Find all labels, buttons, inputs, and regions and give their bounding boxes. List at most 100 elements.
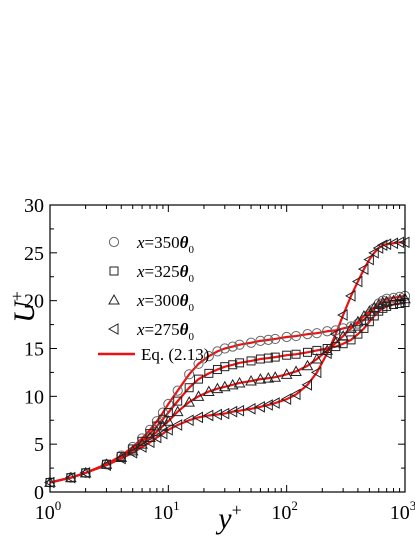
data-point (202, 409, 214, 422)
data-point (245, 374, 257, 386)
data-point (352, 318, 364, 329)
data-point (364, 317, 374, 327)
data-point (136, 438, 148, 449)
data-point (227, 341, 238, 352)
data-point (280, 368, 293, 379)
y-tick-label: 0 (34, 482, 44, 504)
y-tick-label: 20 (24, 291, 44, 313)
data-point (393, 236, 405, 249)
data-point (254, 373, 267, 384)
legend-marker (107, 323, 119, 335)
legend-marker (108, 293, 120, 305)
data-point (226, 378, 239, 390)
fit-line (49, 301, 406, 484)
x-axis: 100 101 102 103 (35, 205, 415, 524)
data-point (280, 393, 292, 406)
data-point (212, 346, 223, 357)
data-point (262, 372, 275, 383)
data-point (322, 326, 333, 337)
y-tick-label: 15 (24, 339, 44, 361)
data-point (171, 419, 183, 431)
data-point (218, 380, 231, 392)
data-point (345, 321, 357, 332)
legend-label: x=350θ0 (136, 233, 194, 256)
x-tick-label: 102 (271, 498, 298, 524)
y-tick-label: 5 (34, 434, 44, 456)
data-point (136, 441, 147, 453)
data-point (212, 365, 222, 375)
data-point (245, 337, 257, 348)
data-point (204, 368, 214, 378)
data-point (162, 423, 173, 436)
data-point (233, 404, 245, 417)
y-axis-label: U+ (7, 291, 41, 323)
data-point (219, 343, 230, 354)
data-point (337, 330, 349, 341)
x-tick-label: 103 (390, 498, 415, 524)
data-point (376, 239, 388, 252)
data-point (353, 329, 363, 339)
data-point (152, 421, 162, 431)
series-3 (44, 292, 411, 487)
data-point (377, 296, 389, 308)
data-point (162, 415, 175, 426)
data-point (145, 429, 155, 439)
data-point (301, 379, 313, 391)
data-point (184, 383, 194, 393)
data-point (357, 263, 369, 275)
data-point (203, 351, 214, 362)
data-point (303, 347, 313, 357)
data-point (228, 360, 238, 370)
data-point (269, 371, 282, 382)
data-point (290, 365, 302, 376)
data-point (64, 471, 76, 484)
data-point (245, 402, 256, 415)
y-axis: 0 5 10 15 20 25 30 (24, 195, 405, 504)
data-point (310, 366, 322, 379)
legend-marker (109, 266, 119, 276)
data-point (211, 382, 224, 394)
data-point (192, 390, 205, 401)
series-4 (43, 236, 410, 489)
data-point (359, 323, 369, 333)
data-point (329, 328, 341, 340)
y-tick-label: 10 (24, 386, 44, 408)
data-point (368, 301, 381, 312)
data-point (269, 397, 280, 409)
data-point (143, 436, 155, 449)
data-point (291, 349, 301, 359)
data-point (156, 427, 168, 440)
data-point (311, 328, 322, 339)
data-point (368, 246, 379, 259)
data-point (321, 344, 334, 355)
data-point (380, 295, 393, 307)
data-point (184, 369, 195, 380)
data-point (255, 335, 266, 346)
data-point (372, 298, 385, 309)
data-point (394, 291, 405, 302)
data-point (79, 466, 92, 478)
data-point (363, 305, 376, 316)
data-point (351, 275, 363, 288)
legend-label: x=325θ0 (136, 262, 194, 285)
data-point (157, 407, 169, 418)
y-tick-label: 25 (24, 243, 44, 265)
data-point (282, 350, 292, 360)
data-point (173, 396, 183, 406)
data-point (151, 425, 163, 437)
data-point (203, 385, 215, 397)
data-point (270, 333, 281, 345)
data-point (301, 359, 314, 371)
data-point (263, 334, 274, 345)
data-point (290, 388, 301, 401)
data-point (233, 376, 246, 388)
data-point (183, 396, 196, 407)
data-point (263, 353, 273, 363)
data-point (126, 444, 139, 456)
data-point (345, 290, 356, 302)
data-point (330, 325, 341, 336)
data-point (64, 471, 77, 483)
data-point (172, 385, 183, 396)
legend-label-fit: Eq. (2.13) (141, 345, 209, 364)
data-point (363, 253, 374, 266)
